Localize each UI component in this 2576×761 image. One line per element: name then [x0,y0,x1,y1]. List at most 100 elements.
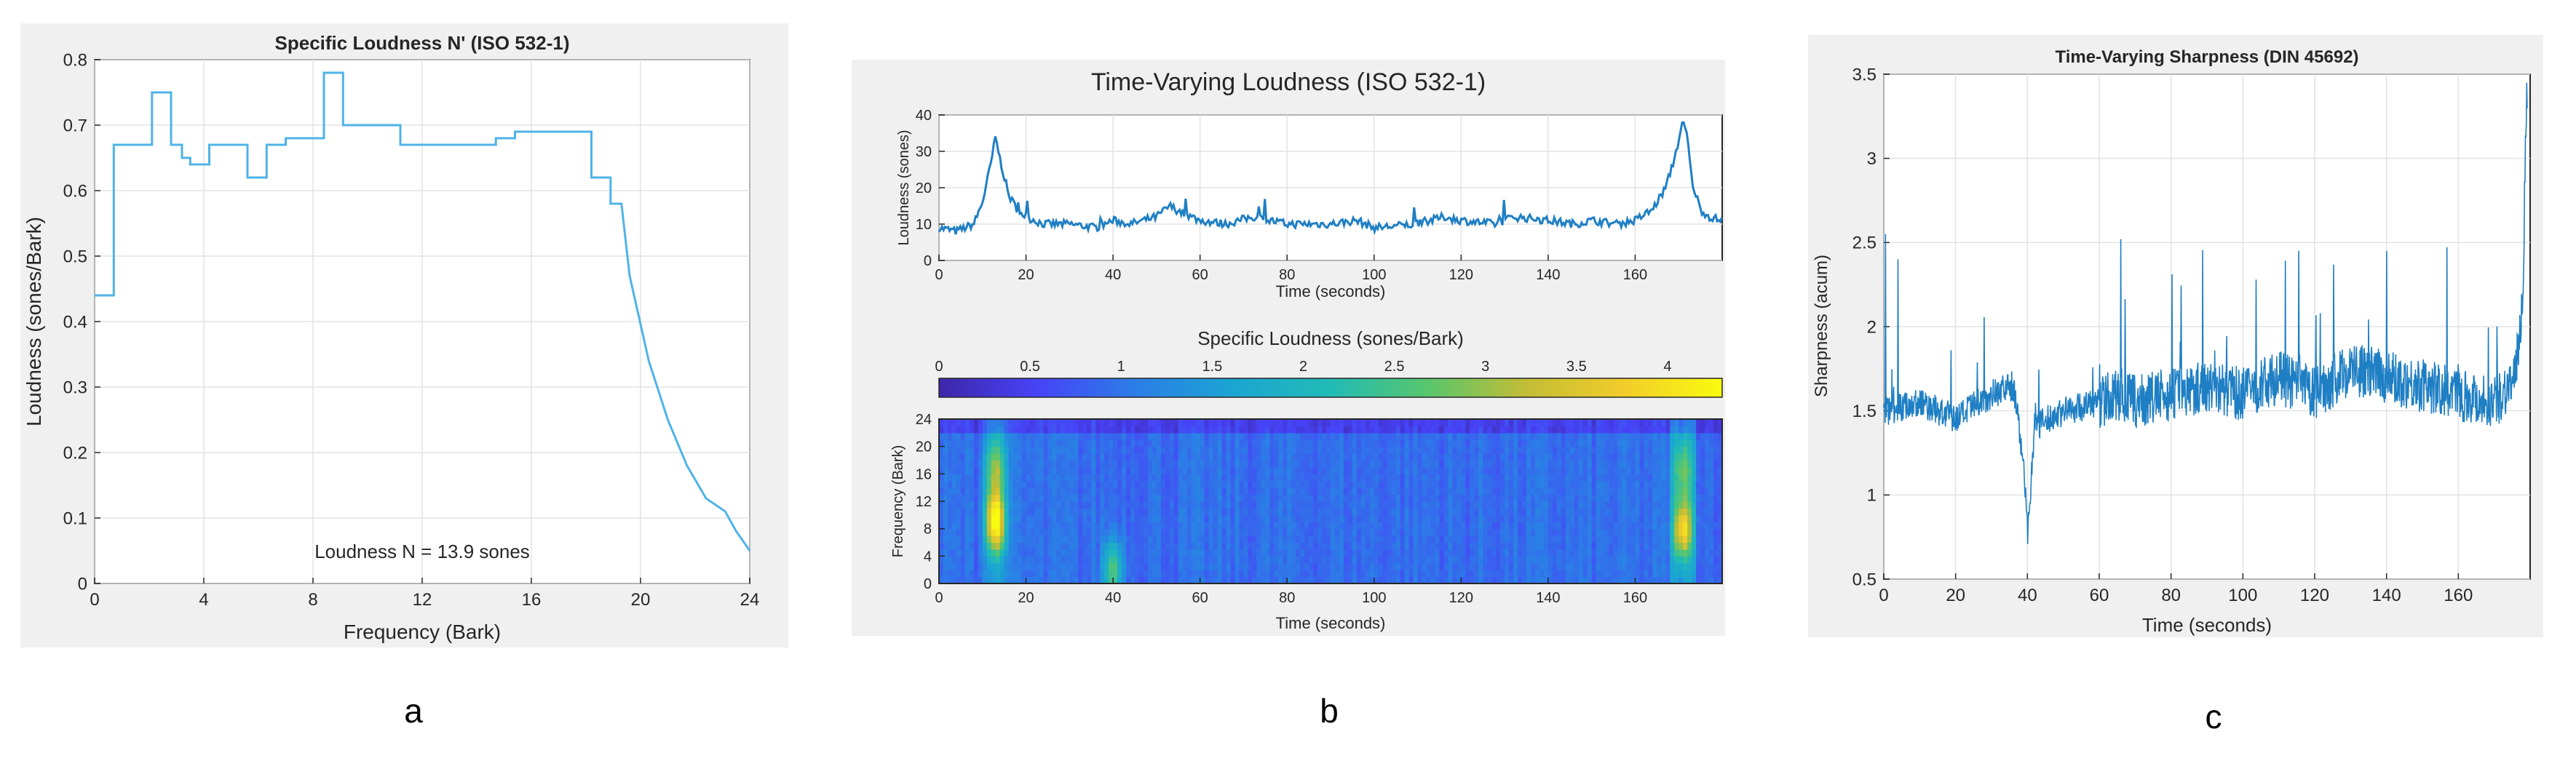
heatmap-cell [982,460,988,468]
heatmap-cell [939,501,944,509]
heatmap-cell [1534,562,1540,570]
x-tick-label: 120 [1449,267,1473,283]
heatmap-cell [956,501,962,509]
heatmap-cell [1347,432,1353,440]
heatmap-cell [1439,439,1445,447]
heatmap-cell [1195,432,1201,440]
heatmap-cell [1135,466,1140,474]
heatmap-cell [1374,474,1379,482]
heatmap-cell [1034,432,1040,440]
heatmap-cell [1374,460,1379,468]
heatmap-cell [1309,501,1314,509]
heatmap-cell [1552,508,1558,516]
heatmap-cell [1426,549,1432,557]
heatmap-cell [1182,480,1188,488]
heatmap-cell [1552,542,1558,550]
heatmap-cell [1496,514,1501,522]
heatmap-cell [1378,501,1384,509]
heatmap-cell [1448,570,1453,578]
heatmap-cell [1287,446,1292,454]
heatmap-cell [1082,522,1087,530]
heatmap-cell [1661,542,1666,550]
heatmap-cell [1652,556,1657,564]
heatmap-cell [973,556,979,564]
heatmap-cell [1582,460,1588,468]
heatmap-cell [1143,460,1149,468]
heatmap-cell [1439,549,1445,557]
heatmap-cell [1287,439,1292,447]
heatmap-cell [1113,419,1118,427]
heatmap-cell [1430,570,1436,578]
heatmap-cell [1135,474,1140,482]
heatmap-cell [1648,426,1653,434]
heatmap-cell [995,487,1001,495]
heatmap-cell [1043,426,1049,434]
heatmap-cell [1422,535,1427,543]
heatmap-cell [1300,487,1305,495]
heatmap-cell [1186,514,1192,522]
heatmap-cell [1565,570,1571,578]
heatmap-cell [1391,466,1397,474]
heatmap-cell [1130,466,1136,474]
heatmap-cell [1208,494,1214,502]
heatmap-cell [1347,570,1353,578]
heatmap-cell [1200,453,1205,461]
heatmap-cell [1143,542,1149,550]
heatmap-cell [1173,570,1179,578]
heatmap-cell [1226,528,1232,536]
heatmap-cell [1008,480,1014,488]
heatmap-cell [1530,432,1536,440]
heatmap-cell [1230,439,1236,447]
heatmap-cell [1095,419,1101,427]
heatmap-cell [1657,426,1662,434]
heatmap-cell [1496,501,1501,509]
heatmap-cell [1274,562,1279,570]
heatmap-cell [1474,453,1479,461]
heatmap-cell [1400,535,1406,543]
heatmap-cell [1596,487,1601,495]
heatmap-cell [1687,419,1692,427]
heatmap-cell [1130,474,1136,482]
heatmap-cell [1269,460,1275,468]
heatmap-cell [1613,432,1619,440]
heatmap-cell [1679,542,1684,550]
heatmap-cell [1326,514,1331,522]
heatmap-cell [1300,474,1305,482]
heatmap-cell [1091,570,1096,578]
heatmap-cell [1217,514,1223,522]
heatmap-cell [1696,570,1701,578]
heatmap-cell [1639,549,1644,557]
x-tick-label: 160 [1623,267,1647,283]
heatmap-cell [1248,466,1253,474]
heatmap-cell [1426,535,1432,543]
heatmap-cell [1117,556,1122,564]
heatmap-cell [1700,426,1705,434]
heatmap-cell [1248,426,1253,434]
heatmap-cell [1665,426,1671,434]
heatmap-cell [1461,562,1466,570]
heatmap-cell [1630,501,1636,509]
heatmap-cell [1635,542,1641,550]
heatmap-cell [1074,453,1079,461]
heatmap-cell [1221,419,1227,427]
heatmap-cell [969,501,975,509]
heatmap-cell [1391,480,1397,488]
heatmap-cell [1696,522,1701,530]
heatmap-cell [1422,528,1427,536]
heatmap-cell [1700,494,1705,502]
heatmap-cell [1204,426,1210,434]
heatmap-cell [1609,494,1614,502]
heatmap-cell [1360,432,1366,440]
heatmap-cell [1365,419,1371,427]
y-tick-label: 0.5 [63,247,87,266]
heatmap-cell [1426,528,1432,536]
heatmap-cell [951,542,957,550]
heatmap-cell [1156,419,1162,427]
heatmap-cell [1352,487,1358,495]
heatmap-cell [1395,487,1401,495]
heatmap-cell [1173,487,1179,495]
heatmap-cell [1692,487,1697,495]
heatmap-cell [1017,487,1023,495]
heatmap-cell [1587,501,1593,509]
heatmap-cell [1365,439,1371,447]
